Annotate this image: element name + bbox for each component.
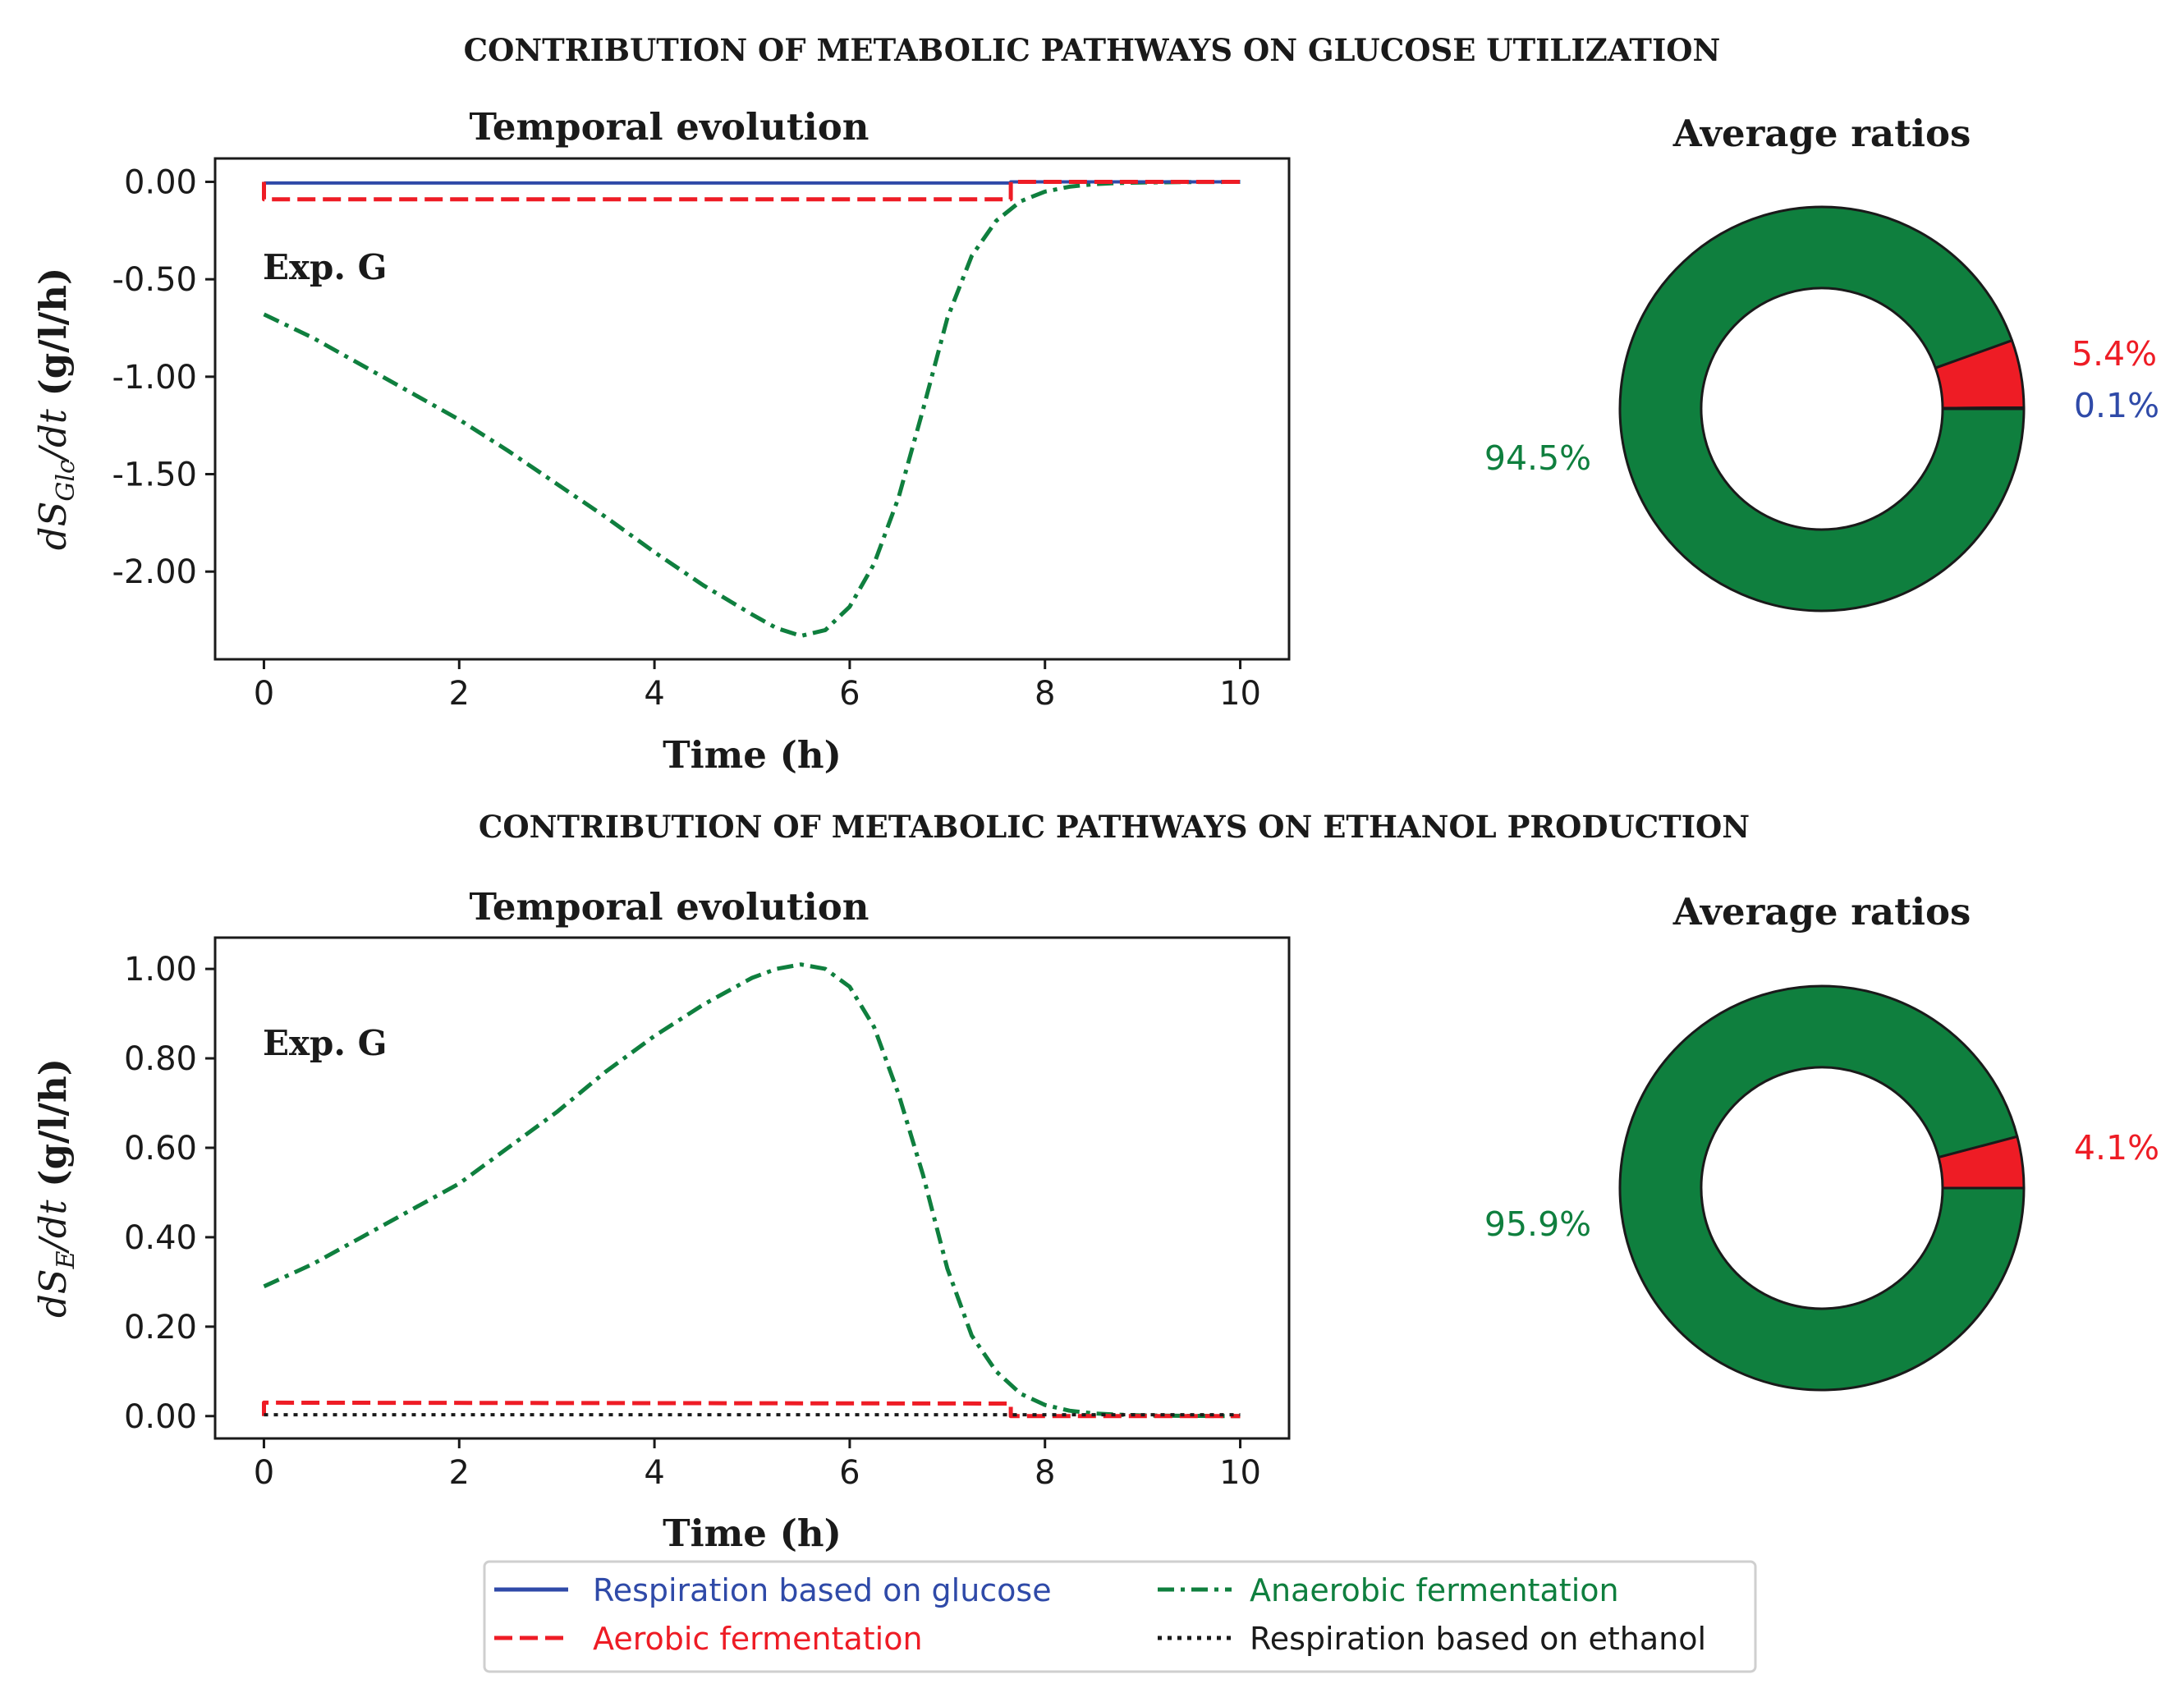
slice-label-aerobic: 5.4% xyxy=(2072,334,2157,374)
y-label-prefix: dS xyxy=(31,1268,75,1318)
slice-label-respiration-glucose: 0.1% xyxy=(2074,386,2159,425)
legend-label-respiration-glucose: Respiration based on glucose xyxy=(593,1572,1052,1608)
y-tick-label: 0.40 xyxy=(124,1219,197,1257)
x-tick-label: 4 xyxy=(644,1454,664,1492)
donut-chart-glucose: Average ratios 94.5% 5.4% 0.1% xyxy=(1484,112,2159,612)
legend-label-anaerobic: Anaerobic fermentation xyxy=(1250,1572,1619,1608)
x-ticks-ethanol: 0 2 4 6 8 10 xyxy=(254,1438,1261,1492)
y-tick-label: -0.50 xyxy=(112,261,198,299)
x-axis-label-ethanol: Time (h) xyxy=(663,1512,842,1555)
suptitle-glucose: CONTRIBUTION OF METABOLIC PATHWAYS ON GL… xyxy=(464,32,1721,68)
y-ticks-ethanol: 0.00 0.20 0.40 0.60 0.80 1.00 xyxy=(124,951,215,1436)
series-line-anaerobic-fermentation xyxy=(263,962,1241,1419)
plot-frame-glucose xyxy=(213,157,1291,661)
y-label-units: (g/l/h) xyxy=(31,268,75,409)
slice-label-aerobic: 4.1% xyxy=(2074,1128,2159,1168)
x-tick-label: 10 xyxy=(1219,1454,1261,1492)
y-label-suffix: /dt xyxy=(31,1199,75,1254)
line-plot-glucose: Temporal evolution 0 2 4 6 8 10 0.00 -0.50 -1.0… xyxy=(31,105,1291,777)
suptitle-ethanol: CONTRIBUTION OF METABOLIC PATHWAYS ON ET… xyxy=(479,809,1750,845)
legend-label-respiration-ethanol: Respiration based on ethanol xyxy=(1250,1621,1706,1657)
x-ticks-glucose: 0 2 4 6 8 10 xyxy=(254,659,1261,713)
plot-frame-ethanol xyxy=(213,936,1291,1440)
y-tick-label: -1.00 xyxy=(112,359,198,397)
y-axis-label-glucose: dSGlc/dt (g/l/h) xyxy=(31,268,80,550)
series-group-ethanol xyxy=(262,962,1241,1419)
x-tick-label: 4 xyxy=(644,675,664,713)
series-line-anaerobic-fermentation xyxy=(263,180,1241,638)
legend: Respiration based on glucose Aerobic fer… xyxy=(483,1560,1757,1673)
donut-title-ethanol: Average ratios xyxy=(1672,890,1971,934)
x-tick-label: 2 xyxy=(449,675,470,713)
y-tick-label: 0.00 xyxy=(124,1398,197,1436)
donut-slices-glucose xyxy=(1618,205,2026,612)
y-label-suffix: /dt xyxy=(31,408,75,463)
slice-label-anaerobic: 94.5% xyxy=(1484,438,1591,478)
y-tick-label: -1.50 xyxy=(112,456,198,494)
x-tick-label: 0 xyxy=(254,675,274,713)
donut-slices-ethanol xyxy=(1618,984,2026,1392)
y-label-subscript: E xyxy=(52,1250,80,1269)
series-line-respiration-based-on-glucose xyxy=(262,180,1241,185)
y-axis-label-ethanol: dSE/dt (g/l/h) xyxy=(31,1058,80,1318)
y-tick-label: 0.00 xyxy=(124,163,197,201)
series-line-aerobic-fermentation xyxy=(262,180,1241,202)
legend-label-aerobic: Aerobic fermentation xyxy=(593,1621,923,1657)
annotation-glucose: Exp. G xyxy=(263,247,388,287)
y-tick-label: 0.60 xyxy=(124,1130,197,1168)
legend-frame xyxy=(483,1560,1757,1673)
y-label-prefix: dS xyxy=(31,502,75,551)
y-tick-label: 0.20 xyxy=(124,1309,197,1346)
annotation-ethanol: Exp. G xyxy=(263,1023,388,1063)
donut-slice-anaerobic-fermentation xyxy=(1618,984,2026,1392)
y-tick-label: 0.80 xyxy=(124,1040,197,1078)
y-ticks-glucose: 0.00 -0.50 -1.00 -1.50 -2.00 xyxy=(112,163,215,591)
donut-chart-ethanol: Average ratios 95.9% 4.1% xyxy=(1484,890,2159,1392)
x-tick-label: 10 xyxy=(1219,675,1261,713)
x-tick-label: 8 xyxy=(1035,675,1055,713)
donut-title-glucose: Average ratios xyxy=(1672,112,1971,155)
donut-slice-respiration-based-on-glucose xyxy=(1941,406,2026,411)
y-label-subscript: Glc xyxy=(52,460,80,502)
x-tick-label: 0 xyxy=(254,1454,274,1492)
line-plot-ethanol: Temporal evolution 0 2 4 6 8 10 0.000.200.400… xyxy=(31,885,1291,1555)
y-tick-label: 1.00 xyxy=(124,951,197,989)
donut-slice-anaerobic-fermentation xyxy=(1618,205,2026,612)
x-tick-label: 6 xyxy=(839,1454,860,1492)
plot-title-glucose: Temporal evolution xyxy=(470,105,869,149)
x-axis-label-glucose: Time (h) xyxy=(663,733,842,777)
plot-title-ethanol: Temporal evolution xyxy=(470,885,869,929)
x-tick-label: 8 xyxy=(1035,1454,1055,1492)
series-line-aerobic-fermentation xyxy=(262,1400,1241,1419)
x-tick-label: 2 xyxy=(449,1454,470,1492)
x-tick-label: 6 xyxy=(839,675,860,713)
donut-slice-aerobic-fermentation xyxy=(1937,1135,2026,1190)
series-group-glucose xyxy=(262,180,1241,638)
slice-label-anaerobic: 95.9% xyxy=(1484,1204,1591,1244)
y-tick-label: -2.00 xyxy=(112,553,198,591)
y-label-units: (g/l/h) xyxy=(31,1058,75,1200)
